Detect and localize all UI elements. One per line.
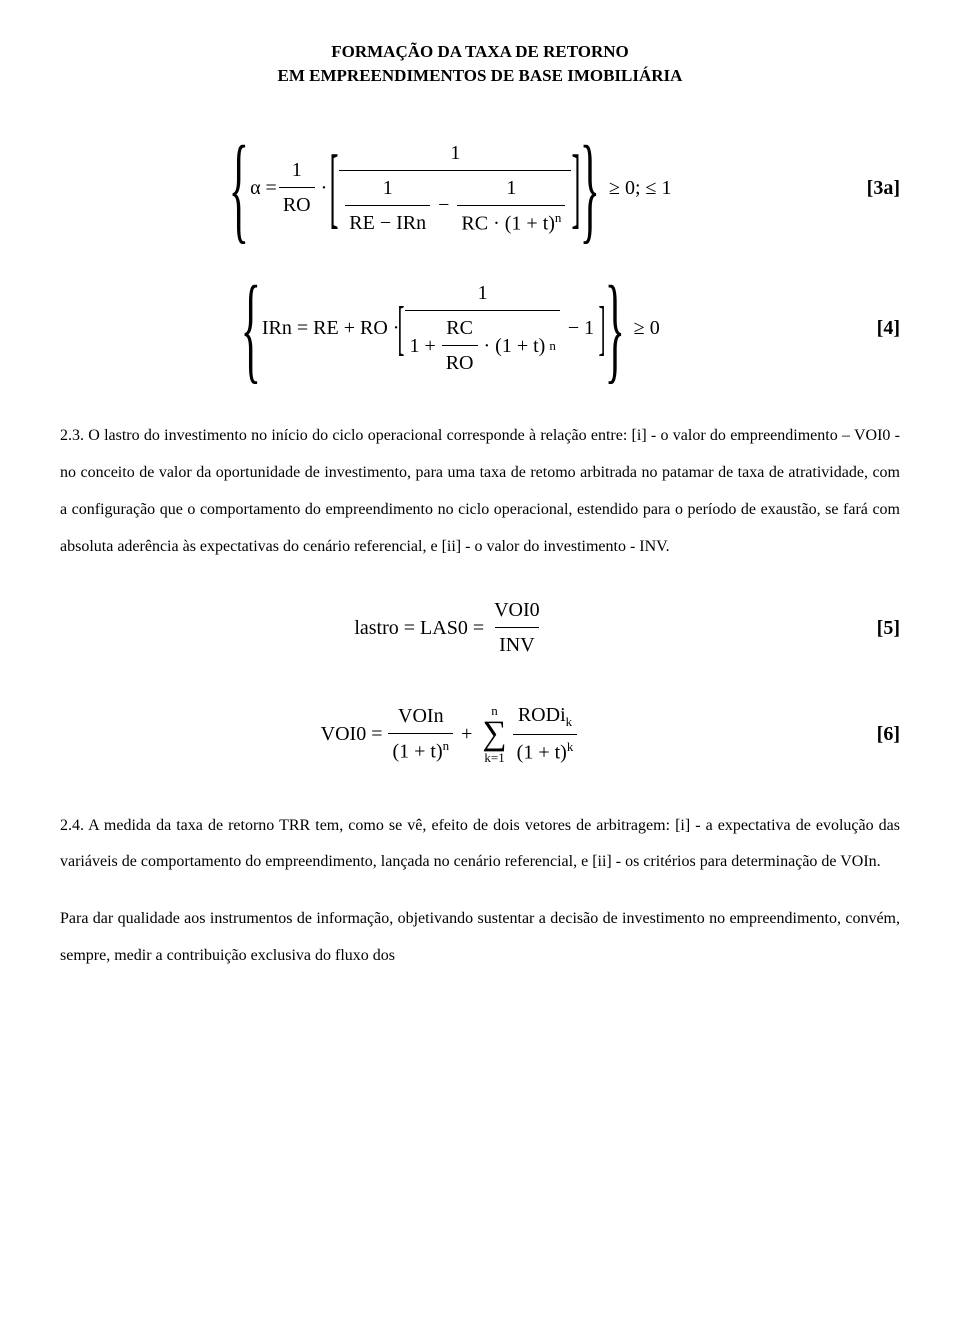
eq3a-exp-n: n <box>555 210 562 225</box>
equation-5: lastro = LAS0 = VOI0 INV [5] <box>60 595 900 660</box>
left-brace-icon: { <box>229 152 249 224</box>
equation-3a: { α = 1 RO · [ 1 1 RE − IRn − 1 <box>60 138 900 239</box>
eq6-den2-base: (1 + t) <box>517 742 567 764</box>
eq4-num-1: 1 <box>474 278 492 310</box>
eq3a-inner-den1: RE − IRn <box>345 205 430 238</box>
eq3a-minus: − <box>438 190 449 220</box>
equation-4: { IRn = RE + RO · [ 1 1 + RC RO · (1 + t… <box>60 278 900 378</box>
right-brace-icon: } <box>580 152 600 224</box>
paragraph-last: Para dar qualidade aos instrumentos de i… <box>60 901 900 975</box>
eq5-num: VOI0 <box>490 595 544 627</box>
eq3a-alpha: α = <box>250 173 277 203</box>
eq6-num2-sub: k <box>566 714 573 729</box>
eq3a-rc-base: RC · (1 + t) <box>461 212 555 234</box>
eq6-den2-exp: k <box>567 739 574 754</box>
eq4-times-1t: · (1 + t) <box>484 331 546 361</box>
paragraph-2-4: 2.4. A medida da taxa de retorno TRR tem… <box>60 808 900 882</box>
equation-6: VOI0 = VOIn (1 + t)n + n ∑ k=1 RODik (1 … <box>60 700 900 767</box>
eq4-rc: RC <box>442 313 477 345</box>
eq6-lhs: VOI0 = <box>321 719 383 749</box>
eq-label-3a: [3a] <box>840 173 900 203</box>
left-brace-icon: { <box>241 292 261 364</box>
eq6-sum-bot: k=1 <box>484 751 504 764</box>
title-line-2: EM EMPREENDIMENTOS DE BASE IMOBILIÁRIA <box>278 66 683 85</box>
eq3a-cond: ≥ 0; ≤ 1 <box>609 173 672 203</box>
eq3a-num-1: 1 <box>288 155 306 187</box>
page-title: FORMAÇÃO DA TAXA DE RETORNO EM EMPREENDI… <box>60 40 900 88</box>
title-line-1: FORMAÇÃO DA TAXA DE RETORNO <box>331 42 629 61</box>
eq5-den: INV <box>495 627 539 660</box>
eq5-lhs: lastro = LAS0 = <box>354 613 484 643</box>
eq4-1plus: 1 + <box>409 331 435 361</box>
dot-icon: · <box>321 173 328 203</box>
eq3a-big-num: 1 <box>446 138 464 170</box>
eq6-den1-base: (1 + t) <box>392 741 442 763</box>
eq4-lhs: IRn = RE + RO · <box>262 313 400 343</box>
eq4-cond: ≥ 0 <box>634 313 660 343</box>
paragraph-2-3: 2.3. O lastro do investimento no início … <box>60 418 900 565</box>
left-bracket-icon: [ <box>330 159 339 218</box>
eq4-ro: RO <box>442 345 478 378</box>
eq3a-den-ro: RO <box>279 187 315 220</box>
eq4-exp-n: n <box>549 336 556 356</box>
eq6-plus: + <box>461 719 472 749</box>
eq4-minus1: − 1 <box>568 313 594 343</box>
eq-label-5: [5] <box>840 613 900 643</box>
eq6-num2: RODi <box>518 704 566 726</box>
eq6-num1: VOIn <box>394 701 448 733</box>
eq3a-inner-num1: 1 <box>379 173 397 205</box>
sigma-icon: n ∑ k=1 <box>482 704 506 764</box>
eq3a-inner-num2: 1 <box>502 173 520 205</box>
eq6-den1-exp: n <box>443 738 450 753</box>
right-brace-icon: } <box>605 292 625 364</box>
left-bracket-icon: [ <box>398 307 405 349</box>
eq-label-4: [4] <box>840 313 900 343</box>
eq-label-6: [6] <box>840 719 900 749</box>
